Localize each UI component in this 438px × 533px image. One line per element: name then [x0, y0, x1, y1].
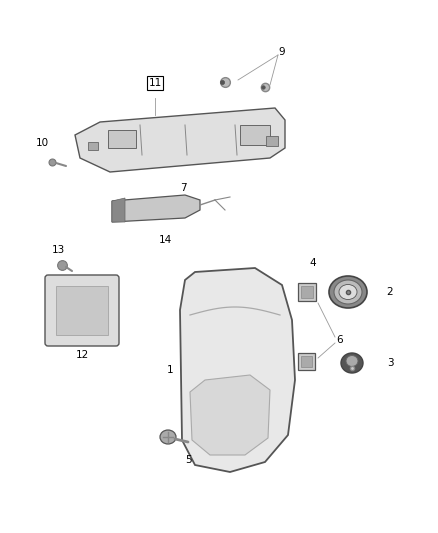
Polygon shape [112, 198, 125, 222]
FancyBboxPatch shape [45, 275, 119, 346]
Ellipse shape [329, 276, 367, 308]
Text: 3: 3 [387, 358, 393, 368]
Text: 11: 11 [148, 78, 162, 88]
Polygon shape [190, 375, 270, 455]
Polygon shape [180, 268, 295, 472]
Bar [301, 286, 313, 298]
Text: 12: 12 [75, 350, 88, 360]
Polygon shape [75, 108, 285, 172]
Ellipse shape [334, 280, 362, 304]
Bar [56, 286, 108, 335]
Ellipse shape [160, 430, 176, 444]
Text: 2: 2 [387, 287, 393, 297]
Bar [108, 130, 136, 148]
Text: 7: 7 [180, 183, 186, 193]
Text: 9: 9 [279, 47, 285, 57]
Bar [266, 136, 278, 146]
Polygon shape [112, 195, 200, 222]
Text: 4: 4 [310, 258, 316, 268]
Ellipse shape [339, 285, 357, 300]
Bar [298, 283, 316, 301]
Ellipse shape [341, 353, 363, 373]
Text: 14: 14 [159, 235, 172, 245]
Ellipse shape [346, 356, 358, 367]
Text: 10: 10 [35, 138, 49, 148]
Text: 1: 1 [167, 365, 173, 375]
Bar [301, 356, 312, 367]
Bar [88, 142, 98, 150]
Text: 13: 13 [51, 245, 65, 255]
Text: 5: 5 [185, 455, 191, 465]
Text: 6: 6 [337, 335, 343, 345]
Bar [298, 353, 315, 370]
Bar [240, 125, 270, 145]
